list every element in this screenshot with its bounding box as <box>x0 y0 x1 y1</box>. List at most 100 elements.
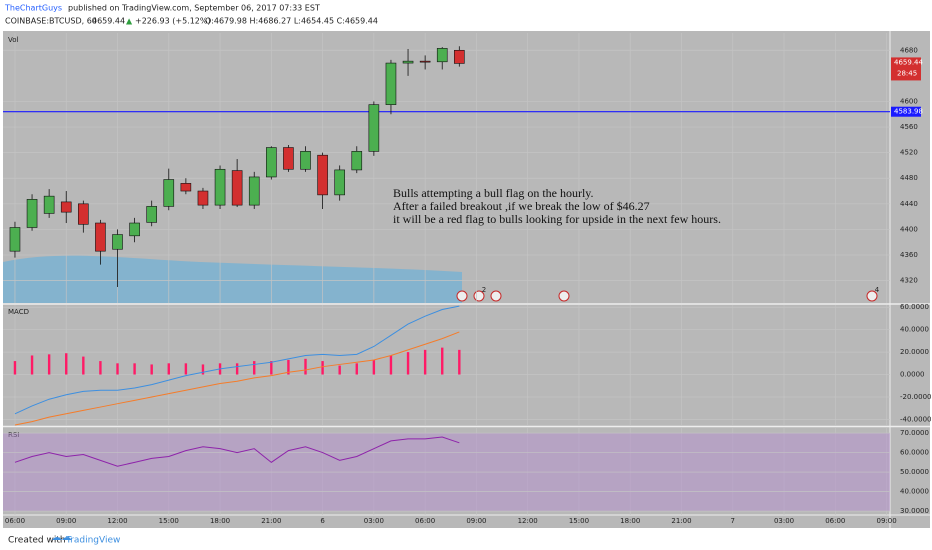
x-tick-label: 7 <box>731 517 735 525</box>
x-tick-label: 06:00 <box>5 517 25 525</box>
x-tick-label: 12:00 <box>107 517 127 525</box>
pane-label: Vol <box>8 36 19 44</box>
y-tick-label: 4680 <box>900 46 918 54</box>
histogram-bar <box>201 364 205 375</box>
y-tick-label: 70.0000 <box>900 429 929 437</box>
histogram-bar <box>133 363 136 375</box>
event-flag <box>866 290 878 302</box>
x-tick-label: 09:00 <box>876 517 896 525</box>
histogram-bar <box>13 361 17 375</box>
rsi-line <box>14 436 460 467</box>
histogram-bar <box>389 355 393 375</box>
price-label: 4583.98 <box>894 108 923 116</box>
y-tick-label: 50.0000 <box>900 468 929 476</box>
candle-body <box>180 183 192 192</box>
y-tick-label: 30.0000 <box>900 507 929 515</box>
x-tick-label: 21:00 <box>261 517 281 525</box>
candle-body <box>231 170 243 206</box>
histogram-bar <box>304 358 307 375</box>
candle-body <box>214 168 226 206</box>
annotation: After a failed breakout ,if we break the… <box>393 199 650 213</box>
x-tick-label: 06:00 <box>415 517 435 525</box>
candle-body <box>248 176 260 206</box>
candle-body <box>454 49 465 64</box>
histogram-bar <box>406 352 410 375</box>
y-tick-label: 40.0000 <box>900 488 929 496</box>
up-arrow: ▲ <box>126 17 133 26</box>
annotation: it will be a red flag to bulls looking f… <box>393 212 721 226</box>
histogram-bar <box>338 365 341 375</box>
histogram-bar <box>423 349 427 375</box>
y-tick-label: 60.0000 <box>900 303 929 311</box>
y-tick-label: 40.0000 <box>900 326 929 334</box>
histogram-bar <box>253 361 256 375</box>
candle-body <box>436 48 448 63</box>
candle-body <box>300 151 311 170</box>
price-label: 4659.44 <box>894 58 923 66</box>
countdown: 28:45 <box>897 69 917 77</box>
x-tick-label: 12:00 <box>518 517 538 525</box>
y-tick-label: 4360 <box>900 251 918 259</box>
histogram-bar <box>30 355 34 375</box>
y-tick-label: 4320 <box>900 277 918 285</box>
y-tick-label: -40.0000 <box>900 415 931 423</box>
x-tick-label: 18:00 <box>210 517 230 525</box>
y-tick-label: 4480 <box>900 174 918 182</box>
candle-body <box>385 62 397 105</box>
candle-body <box>266 147 277 178</box>
candle-body <box>197 190 209 206</box>
y-tick-label: 20.0000 <box>900 348 929 356</box>
price-label-bg <box>891 106 921 117</box>
candle-body <box>26 199 38 228</box>
histogram-bar <box>287 359 290 375</box>
y-tick-label: 0.0000 <box>900 371 925 379</box>
last: 4659.44 <box>92 17 125 26</box>
histogram-bar <box>441 347 444 375</box>
histogram-bar <box>47 354 51 375</box>
x-tick-label: 6 <box>320 517 325 525</box>
histogram-bar <box>167 363 170 375</box>
histogram-bar <box>355 363 358 375</box>
histogram-bar <box>65 353 68 375</box>
histogram-bar <box>372 359 376 375</box>
pane-label: MACD <box>8 308 29 316</box>
y-tick-label: 4600 <box>900 97 918 105</box>
event-count: 2 <box>482 286 486 294</box>
histogram-bar <box>270 361 273 375</box>
footer-created: Created with <box>8 536 66 546</box>
candle-body <box>317 154 328 196</box>
candle-body <box>112 234 123 250</box>
x-tick-label: 15:00 <box>569 517 589 525</box>
x-tick-label: 15:00 <box>159 517 179 525</box>
pane-label: RSI <box>8 431 19 439</box>
x-tick-label: 09:00 <box>466 517 486 525</box>
publisher: TheChartGuys <box>4 4 62 13</box>
candle-body <box>60 201 72 213</box>
candle-body <box>283 147 294 170</box>
event-flag <box>558 290 570 302</box>
candle-body <box>351 151 363 171</box>
y-tick-label: 60.0000 <box>900 449 929 457</box>
symbol: COINBASE:BTCUSD, 60 <box>5 17 97 26</box>
macd-line <box>14 305 460 415</box>
candle-body <box>163 179 175 207</box>
histogram-bar <box>99 361 102 375</box>
histogram-bar <box>116 363 119 375</box>
histogram-bar <box>184 363 188 375</box>
x-tick-label: 03:00 <box>364 517 384 525</box>
x-tick-label: 06:00 <box>825 517 845 525</box>
event-flag <box>490 290 502 302</box>
histogram-bar <box>150 364 153 375</box>
y-tick-label: 4560 <box>900 123 918 131</box>
published: published on TradingView.com, September … <box>68 4 320 13</box>
histogram-bar <box>82 356 85 375</box>
candle-body <box>129 222 140 237</box>
candle-body <box>78 203 89 225</box>
candle-body <box>334 169 345 196</box>
y-tick-label: 4440 <box>900 200 918 208</box>
x-tick-label: 09:00 <box>56 517 76 525</box>
candle-body <box>9 227 21 252</box>
x-tick-label: 18:00 <box>620 517 640 525</box>
histogram-bar <box>235 363 239 375</box>
